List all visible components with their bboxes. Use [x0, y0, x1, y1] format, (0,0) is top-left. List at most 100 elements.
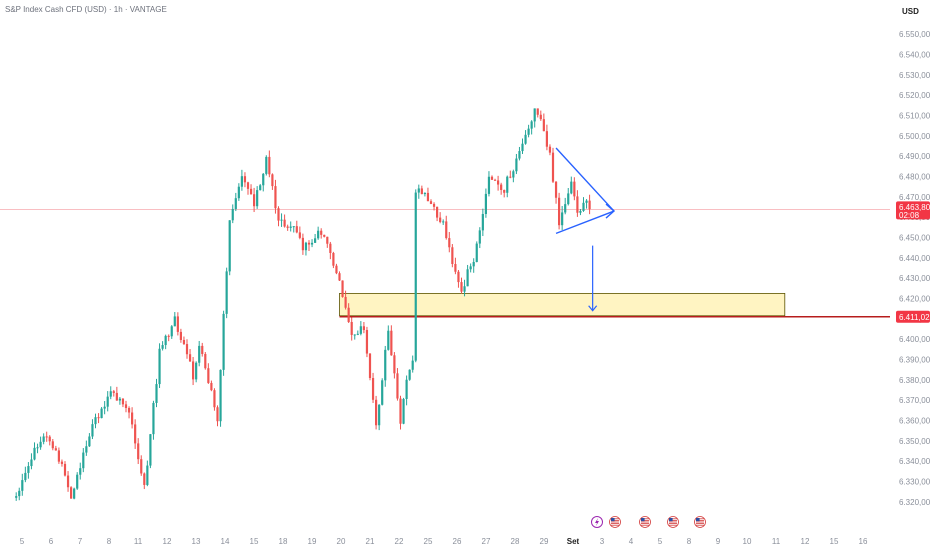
candle: [393, 352, 396, 379]
candle: [182, 336, 186, 346]
candle-body: [466, 269, 469, 287]
candle-body: [280, 219, 283, 221]
candle-body: [582, 202, 585, 211]
candle: [484, 188, 487, 218]
candle-body: [27, 466, 30, 473]
candle: [436, 206, 439, 222]
candle: [176, 312, 179, 336]
candle-body: [368, 353, 372, 379]
candle-body: [554, 181, 558, 198]
candle-body: [384, 349, 387, 381]
candle: [249, 184, 253, 195]
x-tick-label: 15: [250, 537, 259, 546]
candle-body: [326, 236, 329, 244]
candle: [338, 271, 341, 282]
candle-body: [500, 184, 503, 190]
candle: [576, 190, 579, 217]
candle-body: [518, 151, 521, 159]
candle-body: [420, 188, 423, 195]
candle: [140, 455, 143, 476]
candle: [478, 227, 481, 249]
candle: [439, 212, 442, 224]
us-flag-icon-canton: [669, 518, 673, 522]
candle-body: [381, 380, 384, 405]
candle-body: [359, 326, 362, 334]
candle: [173, 312, 176, 327]
candle: [545, 124, 548, 151]
candle-body: [18, 490, 21, 497]
candle: [466, 264, 469, 287]
candle-body: [301, 237, 304, 251]
candle-body: [30, 459, 33, 467]
current-price-tag: [896, 201, 930, 220]
candle-body: [347, 307, 350, 322]
y-tick-label: 6.540,00: [899, 50, 931, 59]
zone-layer: [339, 293, 890, 318]
candle-body: [387, 330, 390, 350]
x-tick-label: 12: [801, 537, 810, 546]
candle-body: [484, 193, 487, 214]
candle-body: [179, 331, 182, 340]
candle-body: [310, 242, 314, 245]
candle-body: [286, 226, 289, 228]
candle: [417, 184, 420, 199]
candle-body: [39, 441, 42, 448]
candle: [408, 369, 411, 381]
candle-body: [97, 417, 100, 419]
candle-body: [436, 206, 439, 218]
candle: [82, 448, 85, 473]
candle: [359, 321, 362, 336]
candle: [259, 183, 262, 191]
candle-body: [365, 330, 369, 354]
y-tick-label: 6.520,00: [899, 91, 931, 100]
candle: [170, 325, 173, 339]
candle: [277, 206, 280, 227]
candle-body: [298, 232, 301, 238]
candle: [27, 462, 30, 479]
candle: [42, 433, 45, 445]
candle: [167, 334, 170, 342]
candle-body: [271, 174, 274, 187]
candle-body: [134, 424, 137, 444]
candle-body: [417, 188, 420, 193]
candle: [481, 208, 484, 237]
candle: [243, 172, 247, 188]
candle: [265, 155, 268, 176]
candle: [137, 438, 140, 465]
demand-zone: [339, 293, 786, 317]
x-tick-label: 29: [540, 537, 549, 546]
candle: [432, 202, 436, 211]
candle: [18, 487, 21, 501]
candle: [192, 357, 195, 386]
candle-body: [567, 193, 570, 205]
candle: [533, 108, 536, 128]
candle-body: [66, 475, 70, 488]
candle-body: [188, 354, 192, 362]
candle: [54, 445, 57, 451]
candle-body: [45, 436, 48, 438]
candle: [292, 226, 295, 233]
candle: [371, 372, 375, 403]
candle-body: [63, 463, 67, 476]
candle-body: [155, 384, 158, 403]
candle-body: [350, 321, 353, 335]
candle: [295, 220, 298, 234]
candle: [399, 395, 402, 430]
candle: [469, 263, 472, 273]
y-tick-label: 6.470,00: [899, 193, 931, 202]
candle: [487, 171, 491, 197]
candle: [152, 400, 155, 440]
candle: [493, 178, 497, 181]
x-tick-label: 8: [687, 537, 692, 546]
y-tick-label: 6.380,00: [899, 376, 931, 385]
candle-body: [411, 360, 414, 370]
candle-body: [375, 399, 378, 426]
candle: [539, 110, 542, 121]
candle-body: [33, 447, 36, 460]
candle-body: [182, 339, 186, 345]
candle: [240, 169, 243, 191]
candle: [429, 199, 433, 205]
candle: [518, 146, 521, 161]
candle: [124, 400, 128, 413]
